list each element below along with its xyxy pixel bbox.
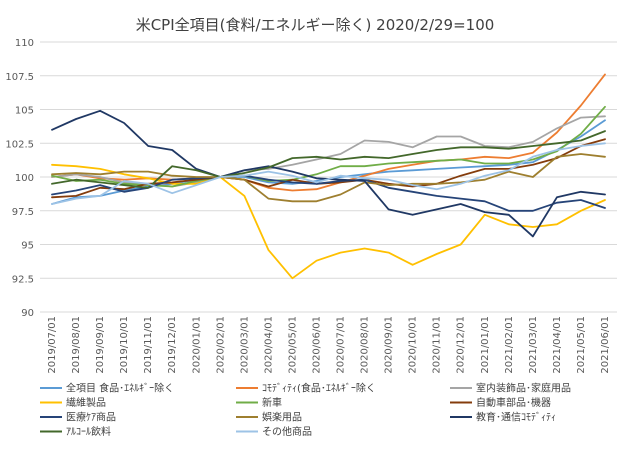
series-lines <box>51 73 606 280</box>
x-tick-label: 2020/01/01 <box>191 316 202 374</box>
y-axis-ticks: 110 107.5 105 102.5 100 97.5 95 92.5 90 <box>5 38 34 319</box>
x-tick-label: 2020/05/01 <box>287 316 298 374</box>
legend-label: 医療ｹｱ商品 <box>66 411 116 424</box>
legend-label: その他商品 <box>262 425 312 438</box>
x-tick-label: 2020/07/01 <box>336 316 347 374</box>
series-line-8 <box>51 153 606 203</box>
series-line-11 <box>51 142 606 205</box>
legend-label: 室内装飾品･家庭用品 <box>476 382 571 395</box>
x-tick-label: 2020/08/01 <box>360 316 371 374</box>
x-tick-label: 2019/11/01 <box>143 316 154 374</box>
legend-label: 全項目 食品･ｴﾈﾙｷﾞｰ除く <box>66 382 174 395</box>
y-tick-label: 105 <box>15 106 34 117</box>
legend-label: ｱﾙｺｰﾙ飲料 <box>66 425 111 438</box>
legend-label: 新車 <box>262 396 282 409</box>
x-axis-ticks: 2019/07/01 2019/08/01 2019/09/01 2019/10/01… <box>47 316 611 374</box>
y-tick-label: 100 <box>15 173 34 184</box>
y-tick-label: 97.5 <box>12 207 34 218</box>
x-tick-label: 2020/10/01 <box>408 316 419 374</box>
y-tick-label: 102.5 <box>5 139 34 150</box>
legend: 全項目 食品･ｴﾈﾙｷﾞｰ除く ｺﾓﾃﾞｨﾃｨ(食品･ｴﾈﾙｷﾞｰ除く 室内装飾品･… <box>40 382 571 438</box>
x-tick-label: 2020/11/01 <box>432 316 443 374</box>
legend-label: 娯楽用品 <box>262 411 302 424</box>
x-tick-label: 2020/06/01 <box>311 316 322 374</box>
x-tick-label: 2021/02/01 <box>504 316 515 374</box>
x-tick-label: 2021/03/01 <box>528 316 539 374</box>
series-line-9 <box>51 109 606 238</box>
x-tick-label: 2020/12/01 <box>456 316 467 374</box>
legend-label: 自動車部品･機器 <box>476 396 551 409</box>
x-tick-label: 2021/04/01 <box>552 316 563 374</box>
x-tick-label: 2021/01/01 <box>480 316 491 374</box>
chart-title: 米CPI全項目(食料/エネルギー除く) 2020/2/29=100 <box>136 16 495 34</box>
y-tick-label: 95 <box>21 241 34 252</box>
x-tick-label: 2019/09/01 <box>95 316 106 374</box>
series-line-10 <box>51 130 606 189</box>
x-tick-label: 2019/10/01 <box>119 316 130 374</box>
x-tick-label: 2020/09/01 <box>384 316 395 374</box>
legend-label: ｺﾓﾃﾞｨﾃｨ(食品･ｴﾈﾙｷﾞｰ除く <box>262 382 376 395</box>
x-tick-label: 2019/08/01 <box>71 316 82 374</box>
legend-label: 繊維製品 <box>66 396 106 409</box>
series-line-7 <box>51 174 606 212</box>
x-tick-label: 2021/06/01 <box>600 316 611 374</box>
x-tick-label: 2020/02/01 <box>215 316 226 374</box>
y-tick-label: 90 <box>21 308 34 319</box>
x-tick-label: 2020/04/01 <box>263 316 274 374</box>
x-tick-label: 2019/12/01 <box>167 316 178 374</box>
x-tick-label: 2021/05/01 <box>576 316 587 374</box>
y-tick-label: 107.5 <box>5 72 34 83</box>
x-tick-label: 2019/07/01 <box>47 316 58 374</box>
y-tick-label: 110 <box>15 38 34 49</box>
y-tick-label: 92.5 <box>12 274 34 285</box>
legend-label: 教育･通信ｺﾓﾃﾞｨﾃｨ <box>476 411 556 424</box>
series-line-4 <box>51 163 606 280</box>
x-tick-label: 2020/03/01 <box>239 316 250 374</box>
